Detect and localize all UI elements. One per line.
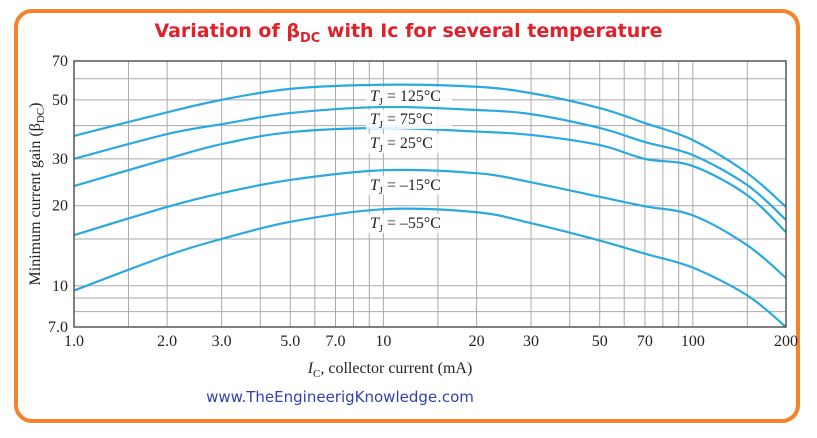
series-line-3 — [73, 168, 787, 279]
x-tick-labels: 1.0 2.0 3.0 5.0 7.0 10 20 30 50 70 100 200 — [64, 333, 798, 350]
x-axis-label: IC, collector current (mA) — [307, 360, 473, 380]
x-tick-label: 7.0 — [325, 333, 345, 350]
title-text: Variation of β — [154, 20, 300, 42]
x-tick-label: 70 — [637, 333, 653, 350]
series-line-2 — [73, 126, 787, 234]
x-tick-label: 20 — [469, 333, 485, 350]
series-label-bg — [366, 214, 452, 233]
x-tick-label: 50 — [592, 333, 608, 350]
title-subscript: DC — [299, 30, 321, 46]
y-tick-label: 7.0 — [48, 319, 68, 336]
x-tick-label: 3.0 — [212, 333, 232, 350]
orange-frame — [14, 9, 800, 423]
chart-title: Variation of βDC with Ic for several tem… — [0, 20, 817, 46]
series-label: TJ = 125°C — [370, 88, 441, 108]
series-label-bg — [366, 134, 452, 153]
series-label: TJ = 25°C — [370, 135, 433, 155]
series-label: TJ = –55°C — [370, 215, 441, 235]
y-tick-label: 50 — [52, 92, 68, 109]
series-labels: TJ = 125°C TJ = 75°C TJ = 25°C TJ = –15°C TJ… — [366, 87, 452, 235]
y-tick-label: 20 — [52, 198, 68, 215]
x-tick-label: 2.0 — [157, 333, 177, 350]
x-tick-label: 200 — [774, 333, 798, 350]
y-tick-label: 10 — [52, 278, 68, 295]
series-label: TJ = 75°C — [370, 111, 433, 131]
y-tick-labels: 7.0 10 20 30 50 70 — [48, 53, 68, 336]
plot-frame — [73, 60, 787, 328]
series-label-bg — [366, 110, 452, 129]
series-label: TJ = –15°C — [370, 177, 441, 197]
y-axis-label: Minimum current gain (βDC) — [27, 103, 47, 286]
x-tick-label: 1.0 — [64, 333, 84, 350]
curves — [73, 83, 787, 328]
x-tick-label: 100 — [681, 333, 705, 350]
series-line-1 — [73, 105, 787, 221]
website-link[interactable]: www.TheEngineerigKnowledge.com — [206, 388, 474, 406]
x-tick-label: 10 — [375, 333, 391, 350]
series-label-bg — [366, 87, 452, 106]
y-tick-label: 70 — [52, 53, 68, 70]
title-text-rest: with Ic for several temperature — [320, 20, 663, 42]
x-tick-label: 30 — [523, 333, 539, 350]
series-line-0 — [73, 83, 787, 208]
y-tick-label: 30 — [52, 151, 68, 168]
x-tick-label: 5.0 — [280, 333, 300, 350]
series-label-bg — [366, 176, 452, 195]
series-line-4 — [73, 207, 787, 328]
